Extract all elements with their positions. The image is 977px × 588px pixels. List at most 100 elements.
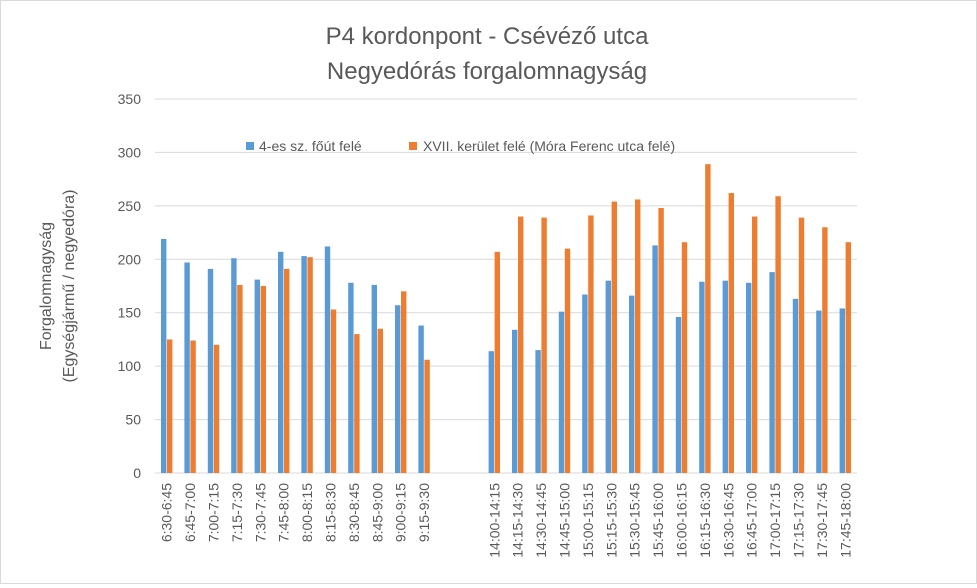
- y-tick-label: 250: [118, 198, 142, 214]
- bar-series-1: [395, 305, 401, 473]
- x-tick-label: 14:30-14:45: [533, 483, 549, 558]
- chart-subtitle: Negyedórás forgalomnagyság: [327, 58, 647, 85]
- x-tick-label: 15:00-15:15: [580, 483, 596, 558]
- legend: 4-es sz. főút felé XVII. kerület felé (M…: [246, 138, 675, 154]
- bar-series-2: [845, 242, 851, 473]
- bar-series-2: [260, 286, 266, 473]
- x-tick-label: 16:45-17:00: [744, 483, 760, 558]
- legend-swatch-series-1: [246, 142, 254, 150]
- legend-swatch-series-2: [409, 142, 417, 150]
- bar-series-2: [284, 268, 290, 473]
- bar-series-2: [424, 359, 430, 473]
- bar-series-1: [371, 284, 377, 473]
- bar-series-2: [658, 207, 664, 474]
- bar-series-1: [652, 245, 658, 473]
- x-tick-label: 8:15-8:30: [323, 483, 339, 542]
- y-axis-title-line2: (Egységjármű / negyedóra): [61, 190, 78, 383]
- bar-series-1: [254, 279, 260, 473]
- x-tick-label: 9:00-9:15: [393, 483, 409, 542]
- x-tick-label: 17:15-17:30: [791, 483, 807, 558]
- x-tick-label: 17:30-17:45: [814, 483, 830, 558]
- bar-series-2: [167, 339, 173, 473]
- bar-series-2: [681, 242, 688, 473]
- x-tick-label: 15:30-15:45: [627, 483, 643, 558]
- bar-series-2: [705, 164, 711, 473]
- bar-series-1: [722, 280, 728, 473]
- x-tick-label: 8:45-9:00: [369, 483, 385, 542]
- bar-series-1: [558, 311, 565, 473]
- x-tick-label: 6:45-7:00: [182, 483, 198, 542]
- bar-series-1: [769, 272, 775, 473]
- x-tick-label: 8:30-8:45: [346, 483, 362, 542]
- bar-series-1: [675, 316, 682, 473]
- bar-series-1: [535, 350, 541, 473]
- bar-series-2: [775, 196, 781, 474]
- y-tick-label: 350: [118, 91, 142, 107]
- x-tick-label: 7:45-8:00: [276, 483, 292, 542]
- y-tick-label: 100: [118, 358, 142, 374]
- gridlines: [155, 98, 857, 474]
- bar-series-2: [401, 291, 407, 473]
- bar-series-2: [728, 193, 734, 473]
- bar-series-2: [237, 284, 243, 473]
- bar-series-2: [752, 216, 758, 474]
- bar-series-1: [816, 310, 822, 473]
- bar-series-2: [377, 328, 383, 473]
- bar-series-2: [354, 334, 360, 473]
- x-tick-label: 9:15-9:30: [416, 483, 432, 542]
- x-tick-label: 15:45-16:00: [650, 483, 666, 558]
- bar-series-2: [635, 199, 641, 473]
- legend-label-series-2: XVII. kerület felé (Móra Ferenc utca fel…: [423, 138, 675, 154]
- x-tick-label: 17:00-17:15: [767, 483, 783, 558]
- y-axis-title: Forgalomnagyság (Egységjármű / negyedóra…: [38, 190, 78, 383]
- bar-series-2: [822, 227, 828, 473]
- bar-series-1: [161, 238, 167, 473]
- y-axis-ticks: 0 50 100 150 200 250 300 350: [118, 91, 142, 481]
- bars: [161, 164, 851, 474]
- bar-series-1: [184, 262, 190, 473]
- x-tick-label: 14:15-14:30: [510, 483, 526, 558]
- x-tick-label: 17:45-18:00: [837, 483, 853, 558]
- bar-series-1: [348, 282, 354, 473]
- bar-series-1: [746, 282, 752, 473]
- bar-series-1: [839, 308, 845, 473]
- bar-series-1: [582, 294, 588, 473]
- bar-series-2: [588, 215, 594, 473]
- y-tick-label: 150: [118, 305, 142, 321]
- bar-series-1: [324, 246, 331, 473]
- bar-series-1: [488, 351, 494, 473]
- bar-series-1: [278, 251, 284, 473]
- bar-series-2: [611, 201, 617, 473]
- bar-series-2: [541, 217, 547, 473]
- bar-series-1: [699, 281, 705, 473]
- bar-series-2: [798, 217, 805, 473]
- y-axis-title-line1: Forgalomnagyság: [38, 222, 55, 350]
- bar-series-2: [307, 257, 313, 473]
- x-tick-label: 16:30-16:45: [720, 483, 736, 558]
- bar-series-2: [190, 340, 196, 473]
- bar-series-1: [605, 280, 611, 473]
- x-axis-ticks: 6:30-6:45 6:45-7:00 7:00-7:15 7:15-7:30 7:30…: [159, 483, 854, 558]
- x-tick-label: 8:00-8:15: [299, 483, 315, 542]
- x-tick-label: 7:15-7:30: [229, 483, 245, 542]
- bar-series-2: [494, 251, 500, 473]
- bar-series-2: [330, 309, 337, 473]
- y-tick-label: 300: [118, 144, 142, 160]
- bar-series-1: [207, 268, 214, 473]
- bar-series-1: [629, 295, 635, 473]
- x-tick-label: 14:45-15:00: [557, 483, 573, 558]
- x-tick-label: 14:00-14:15: [486, 483, 502, 558]
- x-tick-label: 16:00-16:15: [674, 483, 690, 558]
- bar-series-1: [418, 325, 424, 473]
- bar-series-1: [512, 329, 518, 473]
- bar-series-2: [564, 248, 571, 473]
- bar-series-2: [213, 344, 220, 473]
- bar-series-1: [301, 256, 307, 473]
- x-tick-label: 7:00-7:15: [206, 483, 222, 542]
- legend-label-series-1: 4-es sz. főút felé: [259, 138, 362, 154]
- y-tick-label: 0: [133, 465, 141, 481]
- x-tick-label: 7:30-7:45: [252, 483, 268, 542]
- y-tick-label: 50: [125, 412, 141, 428]
